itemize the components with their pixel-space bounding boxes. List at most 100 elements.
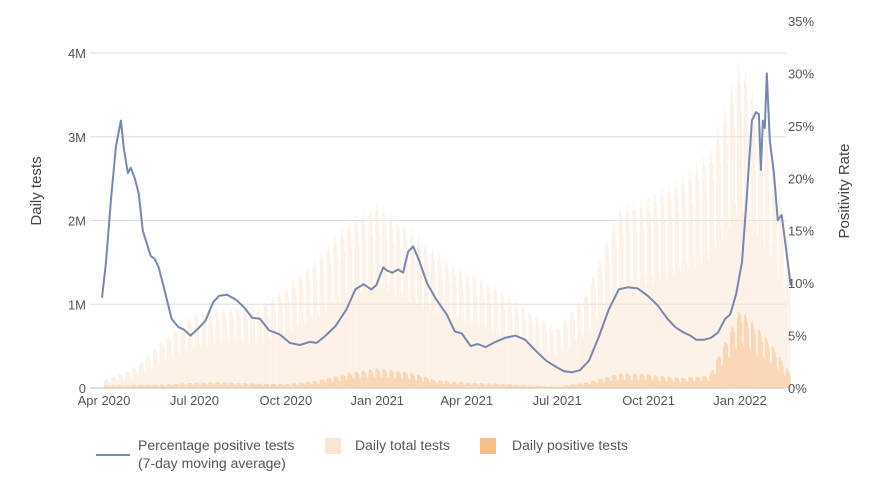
positive-tests-bar <box>254 384 256 388</box>
positive-tests-bar <box>694 381 696 388</box>
total-tests-bar <box>428 305 430 388</box>
total-tests-bar <box>122 378 124 388</box>
positive-tests-bar <box>623 379 625 388</box>
total-tests-bar <box>383 206 385 388</box>
total-tests-bar <box>354 224 356 388</box>
positive-tests-bar <box>167 384 169 388</box>
positive-tests-bar <box>305 381 307 388</box>
total-tests-bar <box>377 209 379 388</box>
positive-tests-bar <box>677 378 679 388</box>
positive-tests-bar <box>344 375 346 388</box>
total-tests-bar <box>267 314 269 388</box>
positive-tests-bar <box>433 380 435 388</box>
positive-tests-bar <box>216 382 218 388</box>
total-tests-bar <box>233 321 235 388</box>
positive-tests-bar <box>248 385 250 388</box>
total-tests-bar <box>740 83 741 389</box>
positive-tests-bar <box>228 384 230 388</box>
positive-tests-bar <box>298 382 300 388</box>
total-tests-bar <box>416 304 418 388</box>
positive-tests-bar <box>381 377 383 388</box>
total-tests-bar <box>117 374 119 388</box>
total-tests-bar <box>611 232 613 388</box>
positive-tests-bar <box>668 376 670 388</box>
total-tests-bar <box>137 375 139 388</box>
total-tests-bar <box>362 211 364 388</box>
total-tests-bar <box>121 375 123 388</box>
positive-tests-bar <box>534 386 536 388</box>
total-tests-bar <box>352 288 354 388</box>
total-tests-bar <box>405 231 407 388</box>
total-tests-bar <box>443 317 445 388</box>
positive-tests-bar <box>364 371 366 388</box>
positive-tests-bar <box>763 359 765 388</box>
total-tests-bar <box>322 261 324 388</box>
positive-tests-bar <box>434 381 436 388</box>
total-tests-bar <box>722 238 724 388</box>
positive-tests-bar <box>752 325 754 388</box>
total-tests-bar <box>784 297 786 388</box>
positive-tests-bar <box>495 383 497 388</box>
total-tests-bar <box>104 380 105 388</box>
positive-tests-bar <box>306 381 308 388</box>
positive-tests-bar <box>787 370 789 388</box>
total-tests-bar <box>543 319 545 388</box>
total-tests-bar <box>236 310 238 388</box>
total-tests-bar <box>245 310 247 388</box>
total-tests-bar <box>244 307 246 388</box>
positive-tests-bar <box>553 386 555 388</box>
positive-tests-bar <box>287 384 289 388</box>
positive-tests-bar <box>458 382 460 388</box>
positive-tests-bar <box>340 374 342 388</box>
total-tests-bar <box>547 349 549 388</box>
total-tests-bar <box>227 341 229 388</box>
total-tests-bar <box>307 271 309 388</box>
positive-tests-bar <box>712 370 714 388</box>
positive-tests-bar <box>311 384 313 388</box>
positive-tests-bar <box>627 373 629 388</box>
total-tests-bar <box>612 222 614 388</box>
positive-tests-bar <box>302 383 304 388</box>
positive-tests-bar <box>376 368 378 388</box>
total-tests-bar <box>273 303 275 388</box>
total-tests-bar <box>670 199 672 388</box>
positive-tests-bar <box>300 382 302 388</box>
total-tests-bar <box>197 318 199 388</box>
positive-tests-bar <box>502 384 504 388</box>
positive-tests-bar <box>317 383 319 388</box>
positive-tests-bar <box>208 382 210 388</box>
positive-tests-bar <box>274 384 276 388</box>
positive-tests-bar <box>690 377 692 388</box>
positive-tests-bar <box>622 375 624 388</box>
positive-tests-bar <box>551 386 553 388</box>
total-tests-bar <box>238 310 240 388</box>
positive-tests-bar <box>638 380 640 388</box>
total-tests-bar <box>683 182 685 388</box>
total-tests-bar <box>728 216 730 388</box>
positive-tests-bar <box>269 385 271 388</box>
positive-tests-bar <box>422 381 424 388</box>
positive-tests-bar <box>682 377 684 388</box>
positive-tests-bar <box>702 376 704 388</box>
total-tests-bar <box>294 287 296 388</box>
total-tests-bar <box>402 298 404 388</box>
total-tests-bar <box>751 91 753 388</box>
positive-tests-bar <box>341 374 343 388</box>
total-tests-bar <box>569 346 571 388</box>
total-tests-bar <box>677 195 679 388</box>
positive-tests-bar <box>540 386 542 388</box>
total-tests-bar <box>775 209 777 388</box>
positive-tests-bar <box>561 386 563 388</box>
total-tests-bar <box>696 162 698 388</box>
positive-tests-bar <box>450 384 452 388</box>
total-tests-bar <box>715 250 717 388</box>
positive-tests-bar <box>123 386 125 388</box>
total-tests-bar <box>261 318 263 388</box>
total-tests-bar <box>255 341 257 388</box>
total-tests-bar <box>740 114 742 388</box>
positive-tests-bar <box>347 373 349 388</box>
total-tests-bar <box>693 258 695 388</box>
positive-tests-bar <box>220 384 222 388</box>
total-tests-bar <box>626 204 628 388</box>
total-tests-bar <box>700 254 702 388</box>
